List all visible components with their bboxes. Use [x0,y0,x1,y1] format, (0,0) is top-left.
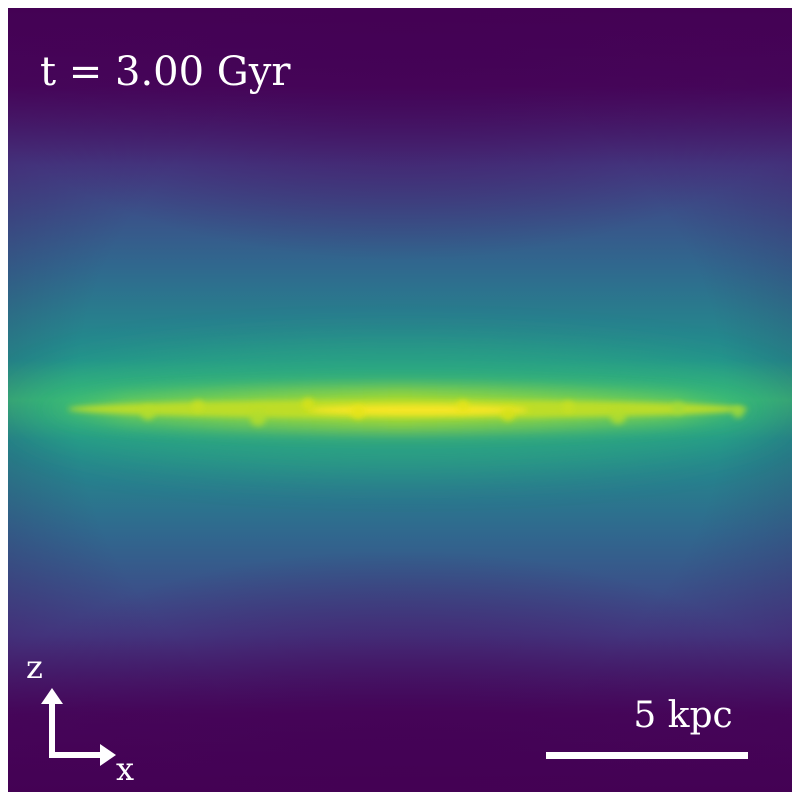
density-projection-panel [8,8,792,792]
scale-bar [546,752,748,759]
gas-density-map [8,8,792,792]
scale-bar-label: 5 kpc [633,695,733,736]
axis-z-label: z [26,648,43,686]
disk-bright-core [308,405,528,415]
time-label: t = 3.00 Gyr [40,49,291,95]
axes-arrows-icon [41,688,116,766]
axis-x-label: x [116,750,135,788]
disk-clumps [141,398,744,426]
